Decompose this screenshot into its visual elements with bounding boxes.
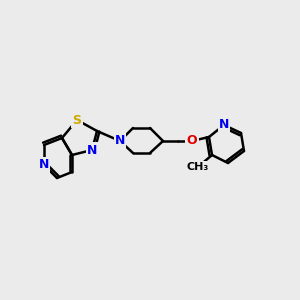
Text: S: S — [73, 113, 82, 127]
Text: CH₃: CH₃ — [187, 162, 209, 172]
Text: N: N — [39, 158, 49, 172]
Text: N: N — [219, 118, 229, 131]
Text: O: O — [187, 134, 197, 148]
Text: N: N — [87, 143, 97, 157]
Text: N: N — [115, 134, 125, 148]
